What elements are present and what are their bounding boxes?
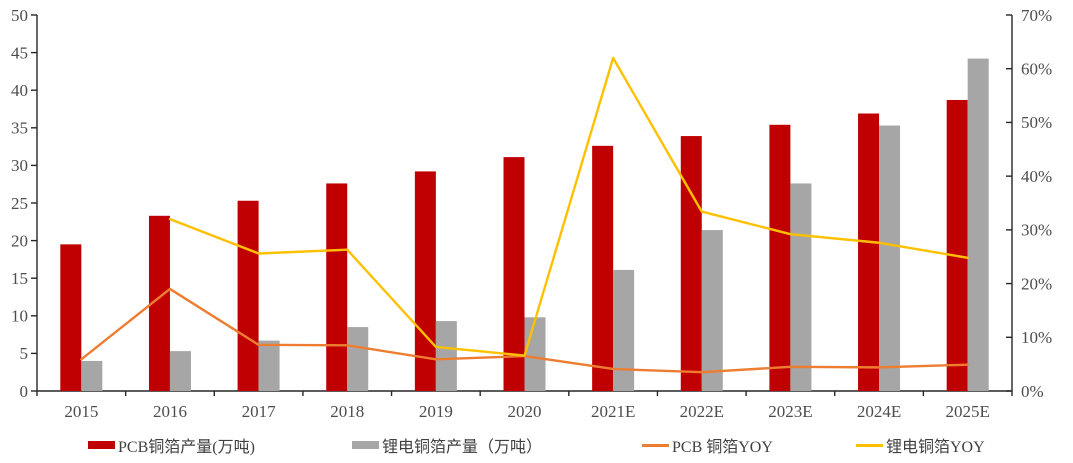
y-axis-left: 0 5 10 15 20 25 30 35 40 45 50: [11, 6, 37, 401]
y-left-tick-label: 5: [20, 344, 29, 363]
y-right-tick-label: 40%: [1021, 167, 1052, 186]
y-left-tick-label: 15: [11, 269, 28, 288]
x-axis: 2015 2016 2017 2018 2019 2020 2021E 2022E 2023E 2…: [36, 391, 1013, 421]
bar: [326, 183, 348, 391]
y-left-tick-label: 30: [11, 156, 28, 175]
bar: [81, 360, 103, 391]
x-axis-label: 2015: [64, 402, 98, 421]
line-series-1: [168, 56, 969, 357]
bar: [414, 171, 436, 391]
y-left-tick-label: 35: [11, 119, 28, 138]
y-right-tick-label: 70%: [1021, 6, 1052, 25]
x-axis-label: 2020: [508, 402, 542, 421]
x-axis-label: 2018: [330, 402, 364, 421]
x-axis-label: 2017: [242, 402, 277, 421]
bar: [946, 99, 968, 391]
bar: [169, 351, 191, 391]
bar: [148, 215, 170, 391]
bar: [701, 230, 723, 391]
y-left-tick-label: 20: [11, 231, 28, 250]
y-left-tick-label: 50: [11, 6, 28, 25]
bar: [858, 113, 880, 392]
y-right-tick-label: 30%: [1021, 221, 1052, 240]
bar: [347, 327, 369, 391]
legend-item-libattery-yoy: 锂电铜箔YOY: [856, 433, 985, 457]
y-right-tick-label: 50%: [1021, 113, 1052, 132]
x-axis-label: 2025E: [945, 402, 989, 421]
bar: [967, 58, 989, 392]
bar: [435, 321, 457, 391]
bar: [592, 145, 614, 391]
legend-swatch-pcb-yoy-icon: [642, 443, 669, 447]
y-left-tick-label: 40: [11, 81, 28, 100]
bar: [524, 317, 546, 391]
legend-item-pcb-yoy: PCB 铜箔YOY: [642, 433, 773, 457]
bar: [613, 269, 635, 391]
bar-series-0: [60, 99, 968, 392]
y-right-tick-label: 20%: [1021, 274, 1052, 293]
x-axis-label: 2016: [153, 402, 187, 421]
chart-legend: PCB铜箔产量(万吨) 锂电铜箔产量（万吨） PCB 铜箔YOY 锂电铜箔YOY: [0, 433, 1073, 459]
legend-swatch-pcb-production-icon: [88, 441, 115, 449]
bar: [503, 157, 525, 391]
bar-series-1: [81, 58, 989, 392]
legend-swatch-libattery-production-icon: [352, 441, 379, 449]
bar: [237, 200, 259, 391]
legend-label-libattery-production: 锂电铜箔产量（万吨）: [382, 439, 543, 456]
bar: [879, 125, 901, 391]
line: [168, 56, 969, 357]
legend-label-libattery-yoy: 锂电铜箔YOY: [886, 439, 985, 456]
x-axis-label: 2021E: [591, 402, 635, 421]
y-right-tick-label: 0%: [1021, 382, 1044, 401]
y-left-tick-label: 25: [11, 194, 28, 213]
bar: [790, 183, 812, 391]
y-left-tick-label: 0: [20, 382, 29, 401]
legend-label-pcb-production: PCB铜箔产量(万吨): [118, 439, 255, 456]
bar: [769, 124, 791, 392]
bar: [60, 244, 82, 391]
bar: [680, 136, 702, 391]
legend-swatch-libattery-yoy-icon: [856, 443, 883, 447]
y-left-tick-label: 10: [11, 307, 28, 326]
x-axis-label: 2024E: [857, 402, 901, 421]
legend-label-pcb-yoy: PCB 铜箔YOY: [672, 439, 773, 456]
legend-item-libattery-production: 锂电铜箔产量（万吨）: [352, 433, 542, 457]
x-axis-label: 2022E: [680, 402, 724, 421]
y-right-tick-label: 60%: [1021, 59, 1052, 78]
y-right-tick-label: 10%: [1021, 328, 1052, 347]
x-axis-label: 2019: [419, 402, 453, 421]
combo-chart: 0 5 10 15 20 25 30 35 40 45 50 0% 10% 20% 30% 40% 50% 60%…: [11, 6, 1052, 421]
x-axis-label: 2023E: [768, 402, 812, 421]
legend-item-pcb-production: PCB铜箔产量(万吨): [88, 433, 255, 457]
y-left-tick-label: 45: [11, 43, 28, 62]
y-axis-right: 0% 10% 20% 30% 40% 50% 60% 70%: [1006, 6, 1052, 401]
bar: [258, 340, 280, 391]
